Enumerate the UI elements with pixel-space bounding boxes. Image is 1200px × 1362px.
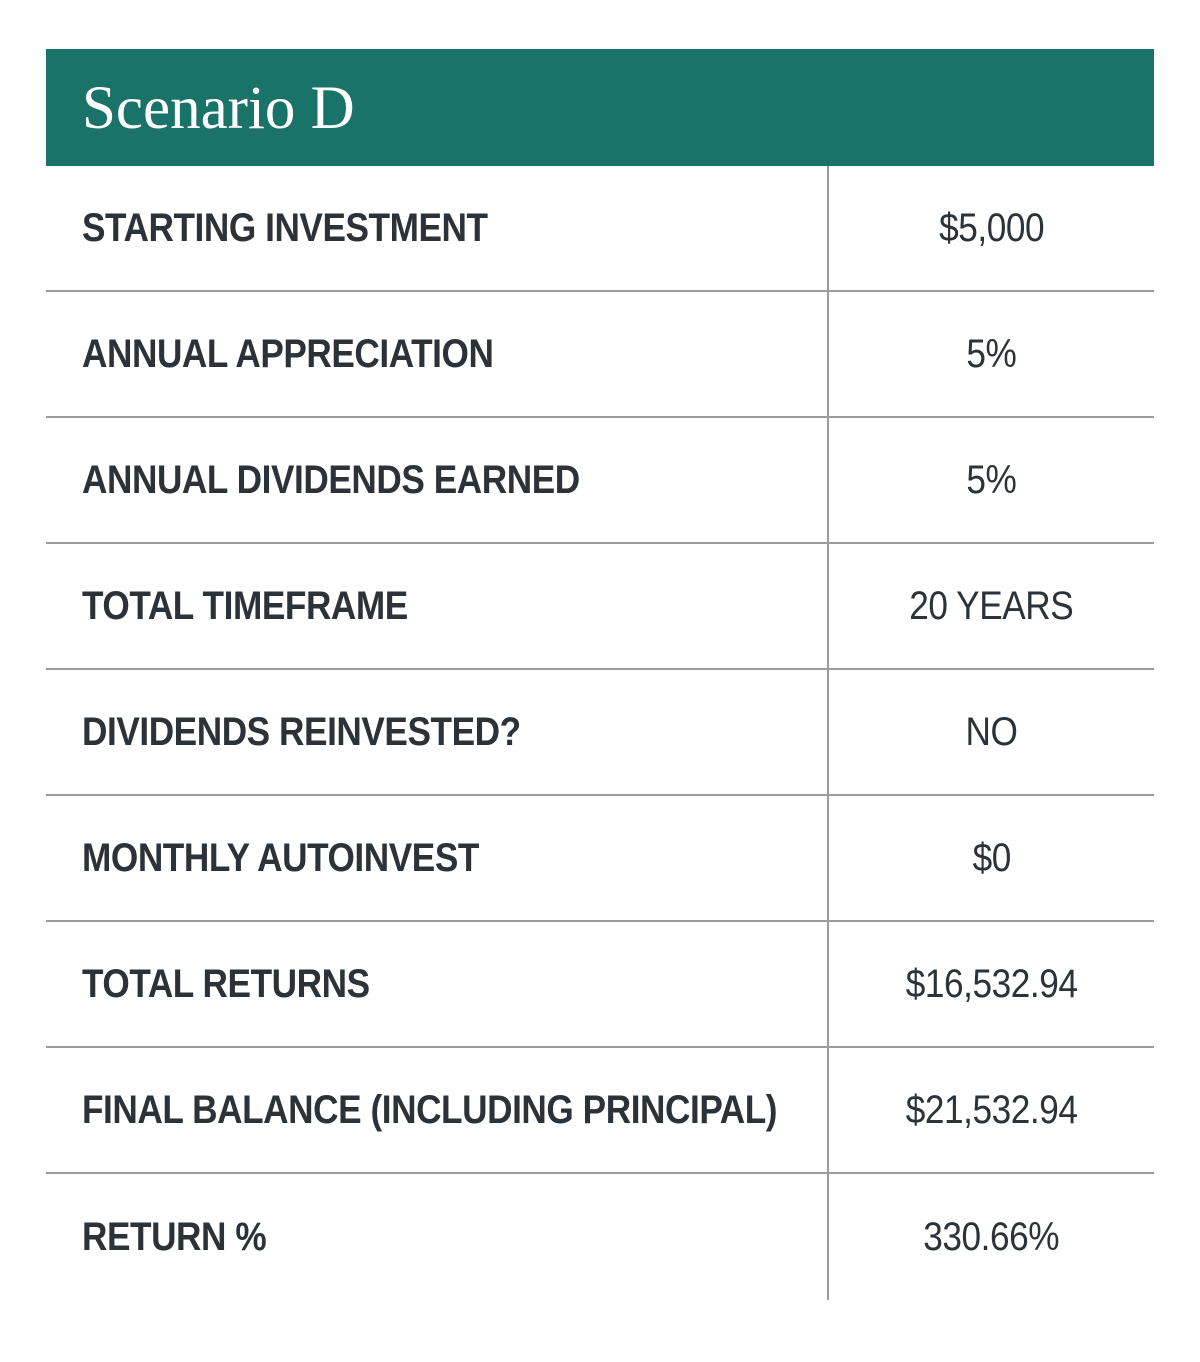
- row-label: MONTHLY AUTOINVEST: [82, 835, 479, 880]
- row-label: DIVIDENDS REINVESTED?: [82, 709, 521, 754]
- row-value: 5%: [966, 331, 1017, 376]
- scenario-table: STARTING INVESTMENT $5,000 ANNUAL APPREC…: [46, 166, 1154, 1300]
- row-value-cell: $21,532.94: [827, 1048, 1154, 1172]
- row-value-cell: NO: [827, 670, 1154, 794]
- table-row: MONTHLY AUTOINVEST $0: [46, 796, 1154, 922]
- row-label-cell: FINAL BALANCE (INCLUDING PRINCIPAL): [46, 1048, 827, 1172]
- row-label: ANNUAL APPRECIATION: [82, 331, 494, 376]
- table-row: TOTAL RETURNS $16,532.94: [46, 922, 1154, 1048]
- row-value: $16,532.94: [905, 961, 1078, 1006]
- row-label: STARTING INVESTMENT: [82, 205, 488, 250]
- row-label: FINAL BALANCE (INCLUDING PRINCIPAL): [82, 1087, 778, 1132]
- card-header: Scenario D: [46, 49, 1154, 166]
- table-row: FINAL BALANCE (INCLUDING PRINCIPAL) $21,…: [46, 1048, 1154, 1174]
- card-title: Scenario D: [82, 74, 355, 142]
- table-row: ANNUAL APPRECIATION 5%: [46, 292, 1154, 418]
- row-value: $5,000: [938, 205, 1045, 250]
- table-row: DIVIDENDS REINVESTED? NO: [46, 670, 1154, 796]
- table-row: RETURN % 330.66%: [46, 1174, 1154, 1300]
- row-label-cell: STARTING INVESTMENT: [46, 166, 827, 290]
- row-label-cell: ANNUAL APPRECIATION: [46, 292, 827, 416]
- row-value-cell: $16,532.94: [827, 922, 1154, 1046]
- row-label-cell: DIVIDENDS REINVESTED?: [46, 670, 827, 794]
- row-value: 330.66%: [923, 1214, 1060, 1259]
- row-label: ANNUAL DIVIDENDS EARNED: [82, 457, 580, 502]
- row-value-cell: 5%: [827, 292, 1154, 416]
- row-value-cell: $0: [827, 796, 1154, 920]
- row-value-cell: 20 YEARS: [827, 544, 1154, 668]
- row-value: 20 YEARS: [909, 583, 1074, 628]
- row-value: 5%: [966, 457, 1017, 502]
- row-value-cell: 330.66%: [827, 1174, 1154, 1300]
- table-row: ANNUAL DIVIDENDS EARNED 5%: [46, 418, 1154, 544]
- table-row: STARTING INVESTMENT $5,000: [46, 166, 1154, 292]
- scenario-card: Scenario D STARTING INVESTMENT $5,000 AN…: [46, 49, 1154, 1300]
- row-label-cell: RETURN %: [46, 1174, 827, 1300]
- row-label-cell: TOTAL TIMEFRAME: [46, 544, 827, 668]
- row-label-cell: MONTHLY AUTOINVEST: [46, 796, 827, 920]
- row-label-cell: ANNUAL DIVIDENDS EARNED: [46, 418, 827, 542]
- row-value-cell: $5,000: [827, 166, 1154, 290]
- row-label-cell: TOTAL RETURNS: [46, 922, 827, 1046]
- row-value: NO: [965, 709, 1018, 754]
- row-label: TOTAL RETURNS: [82, 961, 370, 1006]
- row-label: RETURN %: [82, 1214, 267, 1259]
- row-value: $21,532.94: [905, 1087, 1078, 1132]
- row-value-cell: 5%: [827, 418, 1154, 542]
- row-label: TOTAL TIMEFRAME: [82, 583, 408, 628]
- table-row: TOTAL TIMEFRAME 20 YEARS: [46, 544, 1154, 670]
- row-value: $0: [972, 835, 1011, 880]
